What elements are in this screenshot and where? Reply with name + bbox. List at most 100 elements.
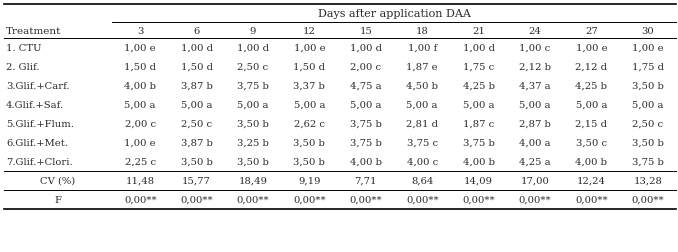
Text: 5,00 a: 5,00 a [406, 101, 438, 110]
Text: 3,37 b: 3,37 b [294, 82, 325, 91]
Text: 0,00**: 0,00** [406, 195, 439, 204]
Text: 4,25 b: 4,25 b [462, 82, 494, 91]
Text: 5,00 a: 5,00 a [576, 101, 607, 110]
Text: 2. Glif.: 2. Glif. [6, 63, 39, 72]
Text: 15: 15 [359, 26, 372, 35]
Text: 3,75 b: 3,75 b [237, 82, 269, 91]
Text: 4.Glif.+Saf.: 4.Glif.+Saf. [6, 101, 64, 110]
Text: 3,87 b: 3,87 b [180, 82, 212, 91]
Text: 30: 30 [641, 26, 654, 35]
Text: 18,49: 18,49 [239, 176, 268, 185]
Text: 1,00 e: 1,00 e [124, 44, 156, 53]
Text: 3.Glif.+Carf.: 3.Glif.+Carf. [6, 82, 70, 91]
Text: 1,75 d: 1,75 d [632, 63, 664, 72]
Text: 18: 18 [416, 26, 428, 35]
Text: 5,00 a: 5,00 a [519, 101, 551, 110]
Text: 13,28: 13,28 [633, 176, 662, 185]
Text: 12,24: 12,24 [577, 176, 606, 185]
Text: 1. CTU: 1. CTU [6, 44, 41, 53]
Text: 3,25 b: 3,25 b [237, 138, 269, 147]
Text: 4,75 a: 4,75 a [350, 82, 382, 91]
Text: 2,15 d: 2,15 d [576, 119, 607, 129]
Text: 1,50 d: 1,50 d [294, 63, 325, 72]
Text: 5,00 a: 5,00 a [237, 101, 268, 110]
Text: 0,00**: 0,00** [462, 195, 495, 204]
Text: 7,71: 7,71 [355, 176, 377, 185]
Text: 0,00**: 0,00** [631, 195, 664, 204]
Text: 4,25 a: 4,25 a [519, 158, 551, 166]
Text: 1,75 c: 1,75 c [463, 63, 494, 72]
Text: 5,00 a: 5,00 a [463, 101, 494, 110]
Text: 2,00 c: 2,00 c [351, 63, 381, 72]
Text: 3,50 b: 3,50 b [632, 138, 664, 147]
Text: 3: 3 [137, 26, 143, 35]
Text: 27: 27 [585, 26, 598, 35]
Text: 3,50 b: 3,50 b [632, 82, 664, 91]
Text: 5.Glif.+Flum.: 5.Glif.+Flum. [6, 119, 74, 129]
Text: 1,00 d: 1,00 d [180, 44, 213, 53]
Text: 24: 24 [529, 26, 542, 35]
Text: 9,19: 9,19 [298, 176, 321, 185]
Text: CV (%): CV (%) [41, 176, 76, 185]
Text: 3,75 b: 3,75 b [350, 119, 382, 129]
Text: 3,50 b: 3,50 b [237, 158, 269, 166]
Text: 1,00 e: 1,00 e [632, 44, 664, 53]
Text: 4,37 a: 4,37 a [519, 82, 551, 91]
Text: 1,87 c: 1,87 c [463, 119, 494, 129]
Text: 2,50 c: 2,50 c [633, 119, 663, 129]
Text: 2,12 d: 2,12 d [576, 63, 607, 72]
Text: 12: 12 [303, 26, 316, 35]
Text: 2,81 d: 2,81 d [406, 119, 438, 129]
Text: F: F [54, 195, 62, 204]
Text: 1,50 d: 1,50 d [124, 63, 156, 72]
Text: 5,00 a: 5,00 a [350, 101, 382, 110]
Text: 1,00 c: 1,00 c [519, 44, 551, 53]
Text: 3,87 b: 3,87 b [180, 138, 212, 147]
Text: 1,50 d: 1,50 d [180, 63, 213, 72]
Text: 1,00 d: 1,00 d [350, 44, 382, 53]
Text: 21: 21 [472, 26, 485, 35]
Text: 5,00 a: 5,00 a [125, 101, 156, 110]
Text: 3,75 c: 3,75 c [407, 138, 438, 147]
Text: 2,12 b: 2,12 b [519, 63, 551, 72]
Text: 4,25 b: 4,25 b [576, 82, 607, 91]
Text: 3,50 b: 3,50 b [294, 158, 325, 166]
Text: 0,00**: 0,00** [180, 195, 213, 204]
Text: 4,00 b: 4,00 b [124, 82, 156, 91]
Text: 3,75 b: 3,75 b [462, 138, 494, 147]
Text: 7.Glif.+Clori.: 7.Glif.+Clori. [6, 158, 73, 166]
Text: 1,87 e: 1,87 e [406, 63, 438, 72]
Text: 4,50 b: 4,50 b [406, 82, 438, 91]
Text: 0,00**: 0,00** [237, 195, 269, 204]
Text: 0,00**: 0,00** [519, 195, 551, 204]
Text: 1,00 e: 1,00 e [576, 44, 607, 53]
Text: 0,00**: 0,00** [124, 195, 157, 204]
Text: 1,00 e: 1,00 e [124, 138, 156, 147]
Text: Treatment: Treatment [6, 26, 62, 35]
Text: 14,09: 14,09 [464, 176, 493, 185]
Text: 3,50 b: 3,50 b [237, 119, 269, 129]
Text: 2,00 c: 2,00 c [125, 119, 156, 129]
Text: 2,25 c: 2,25 c [125, 158, 156, 166]
Text: 17,00: 17,00 [521, 176, 549, 185]
Text: 2,62 c: 2,62 c [294, 119, 325, 129]
Text: 3,75 b: 3,75 b [350, 138, 382, 147]
Text: 0,00**: 0,00** [349, 195, 382, 204]
Text: 4,00 b: 4,00 b [462, 158, 494, 166]
Text: 9: 9 [250, 26, 256, 35]
Text: 1,00 d: 1,00 d [237, 44, 269, 53]
Text: 6: 6 [193, 26, 200, 35]
Text: 11,48: 11,48 [125, 176, 155, 185]
Text: 4,00 b: 4,00 b [576, 158, 607, 166]
Text: 4,00 a: 4,00 a [519, 138, 551, 147]
Text: 3,50 b: 3,50 b [180, 158, 212, 166]
Text: 5,00 a: 5,00 a [632, 101, 664, 110]
Text: 0,00**: 0,00** [575, 195, 607, 204]
Text: 1,00 e: 1,00 e [294, 44, 325, 53]
Text: 5,00 a: 5,00 a [181, 101, 212, 110]
Text: 2,50 c: 2,50 c [181, 119, 212, 129]
Text: 2,50 c: 2,50 c [237, 63, 268, 72]
Text: 4,00 b: 4,00 b [350, 158, 382, 166]
Text: 8,64: 8,64 [411, 176, 433, 185]
Text: 5,00 a: 5,00 a [294, 101, 325, 110]
